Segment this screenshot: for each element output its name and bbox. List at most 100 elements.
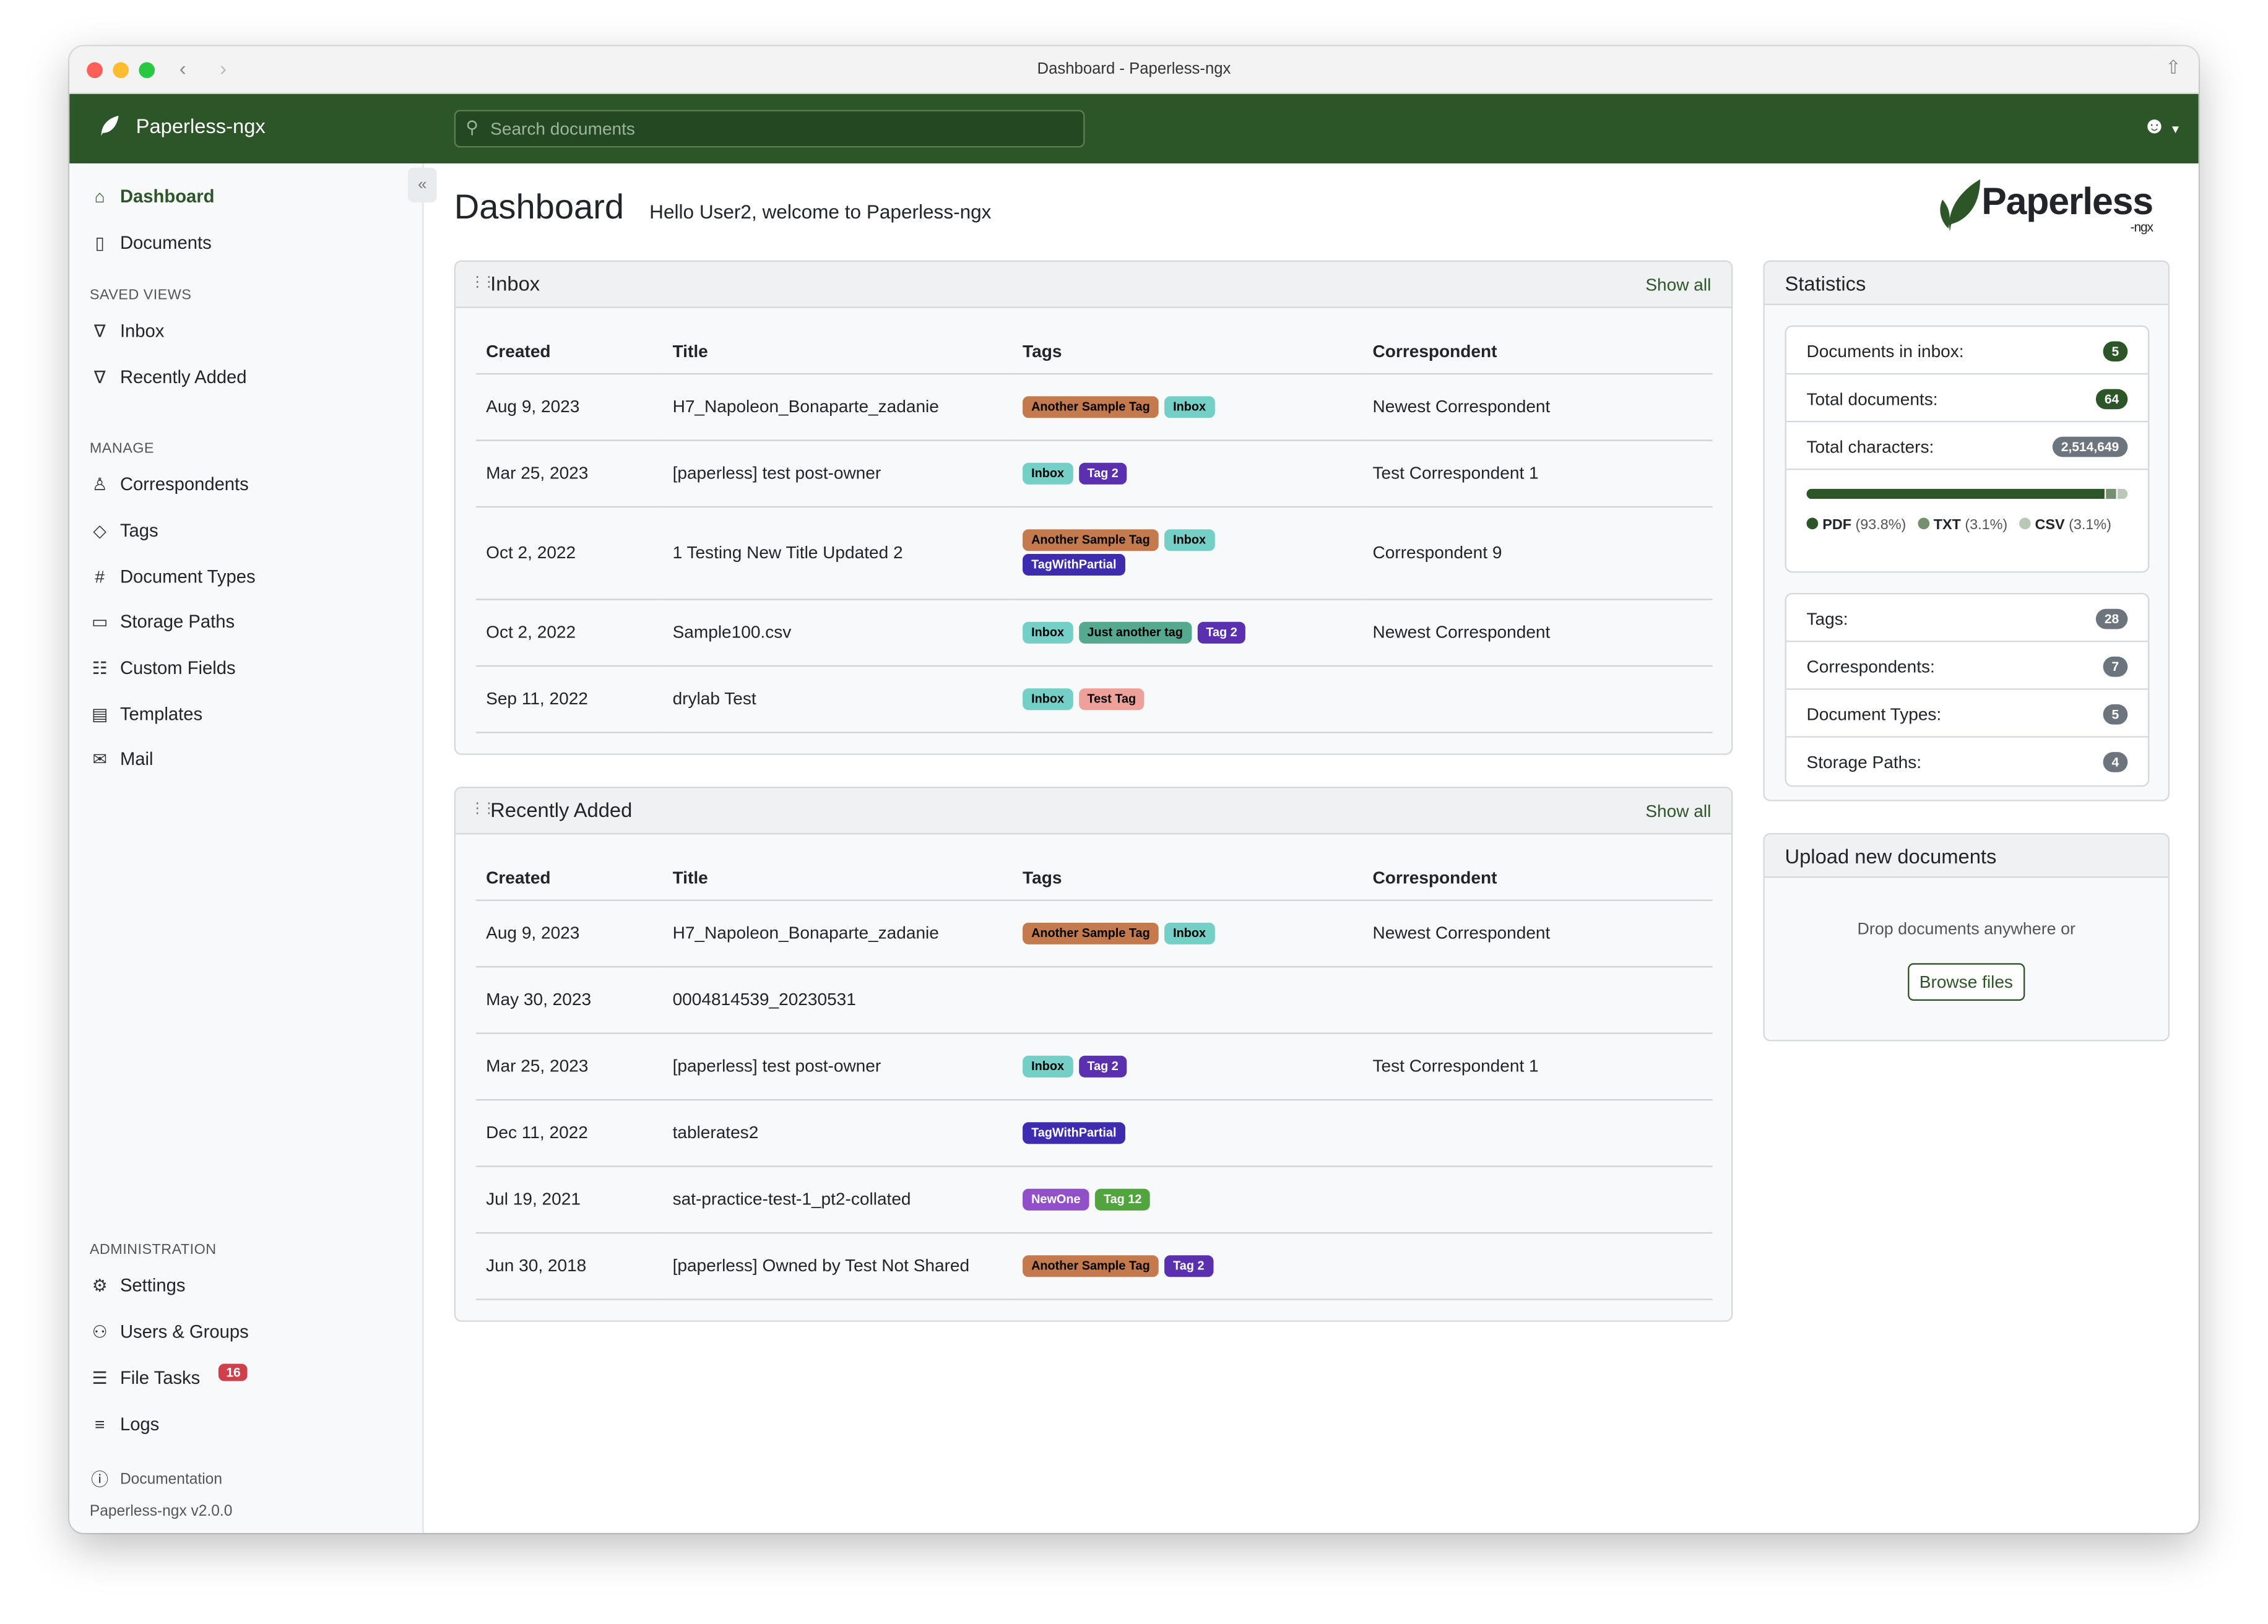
tags-cell: TagWithPartial: [1012, 1099, 1363, 1167]
sidebar-item-mail[interactable]: ✉ Mail: [90, 749, 153, 769]
tag-badge[interactable]: NewOne: [1023, 1188, 1089, 1210]
table-row[interactable]: Sep 11, 2022 drylab Test Inbox Test Tag: [475, 665, 1713, 733]
show-all-link[interactable]: Show all: [1645, 801, 1712, 822]
tag-badge[interactable]: Tag 2: [1164, 1255, 1213, 1277]
tag-badge[interactable]: Test Tag: [1078, 688, 1145, 710]
collapse-sidebar-button[interactable]: «: [407, 168, 437, 203]
table-row[interactable]: Mar 25, 2023 [paperless] test post-owner I…: [475, 1032, 1713, 1100]
tag-badge[interactable]: Inbox: [1164, 922, 1215, 944]
stat-row: Documents in inbox: 5: [1786, 327, 2148, 375]
drag-handle-icon[interactable]: ⋮⋮: [470, 274, 496, 291]
title-cell[interactable]: H7_Napoleon_Bonaparte_zadanie: [662, 373, 1013, 441]
tag-badge[interactable]: Another Sample Tag: [1023, 922, 1159, 944]
sidebar-item-inbox[interactable]: ∇ Inbox: [90, 321, 165, 342]
column-header[interactable]: Correspondent: [1362, 856, 1713, 901]
maximize-window-button[interactable]: [139, 62, 155, 79]
correspondent-cell[interactable]: [1362, 665, 1713, 733]
sidebar-item-recently-added[interactable]: ∇ Recently Added: [90, 368, 247, 388]
correspondent-cell[interactable]: Newest Correspondent: [1362, 598, 1713, 667]
tag-badge[interactable]: Inbox: [1023, 621, 1073, 643]
correspondent-cell[interactable]: [1362, 1099, 1713, 1167]
sidebar-item-documents[interactable]: ▯ Documents: [90, 233, 211, 253]
table-row[interactable]: Dec 11, 2022 tablerates2 TagWithPartial: [475, 1099, 1713, 1167]
column-header[interactable]: Tags: [1012, 856, 1363, 901]
tag-badge[interactable]: Inbox: [1023, 462, 1073, 484]
correspondent-cell[interactable]: Correspondent 9: [1362, 506, 1713, 600]
correspondent-cell[interactable]: Newest Correspondent: [1362, 899, 1713, 967]
back-arrow-icon[interactable]: ‹: [179, 56, 186, 80]
sidebar-item-dashboard[interactable]: ⌂ Dashboard: [90, 186, 215, 207]
title-cell[interactable]: drylab Test: [662, 665, 1013, 733]
tag-badge[interactable]: Inbox: [1164, 529, 1215, 551]
table-row[interactable]: Jul 19, 2021 sat-practice-test-1_pt2-coll…: [475, 1165, 1713, 1233]
close-window-button[interactable]: [87, 62, 103, 79]
sidebar-item-settings[interactable]: ⚙ Settings: [90, 1276, 186, 1296]
tag-badge[interactable]: Just another tag: [1078, 621, 1192, 643]
sidebar-item-users-groups[interactable]: ⚇ Users & Groups: [90, 1322, 249, 1342]
sidebar-item-tags[interactable]: ◇ Tags: [90, 520, 158, 541]
stat-row[interactable]: Tags: 28: [1786, 594, 2148, 642]
tag-badge[interactable]: Inbox: [1023, 688, 1073, 710]
table-row[interactable]: Oct 2, 2022 1 Testing New Title Updated 2…: [475, 506, 1713, 600]
tag-badge[interactable]: TagWithPartial: [1023, 1121, 1125, 1144]
tag-badge[interactable]: Another Sample Tag: [1023, 529, 1159, 551]
tag-badge[interactable]: Tag 2: [1197, 621, 1246, 643]
title-cell[interactable]: sat-practice-test-1_pt2-collated: [662, 1165, 1013, 1233]
forward-arrow-icon[interactable]: ›: [220, 56, 227, 80]
tag-badge[interactable]: Tag 12: [1094, 1188, 1151, 1210]
table-row[interactable]: Mar 25, 2023 [paperless] test post-owner I…: [475, 439, 1713, 508]
correspondent-cell[interactable]: Test Correspondent 1: [1362, 1032, 1713, 1100]
browse-files-button[interactable]: Browse files: [1908, 963, 2025, 1001]
title-cell[interactable]: [paperless] test post-owner: [662, 1032, 1013, 1100]
sidebar-item-custom-fields[interactable]: ☷ Custom Fields: [90, 658, 236, 678]
tag-badge[interactable]: Another Sample Tag: [1023, 1255, 1159, 1277]
table-row[interactable]: Aug 9, 2023 H7_Napoleon_Bonaparte_zadanie…: [475, 899, 1713, 967]
search-input[interactable]: ⚲ Search documents: [454, 110, 1085, 148]
stat-row[interactable]: Correspondents: 7: [1786, 642, 2148, 690]
column-header[interactable]: Created: [475, 856, 663, 901]
correspondent-cell[interactable]: [1362, 965, 1713, 1034]
column-header[interactable]: Title: [662, 329, 1013, 374]
title-cell[interactable]: [paperless] test post-owner: [662, 439, 1013, 508]
title-cell[interactable]: Sample100.csv: [662, 598, 1013, 667]
column-header[interactable]: Tags: [1012, 329, 1363, 374]
sidebar-item-templates[interactable]: ▤ Templates: [90, 704, 202, 725]
stat-row[interactable]: Document Types: 5: [1786, 690, 2148, 738]
tag-badge[interactable]: TagWithPartial: [1023, 553, 1125, 576]
column-header[interactable]: Correspondent: [1362, 329, 1713, 374]
sidebar-item-logs[interactable]: ≡ Logs: [90, 1414, 159, 1435]
title-cell[interactable]: 0004814539_20230531: [662, 965, 1013, 1034]
tag-badge[interactable]: Tag 2: [1078, 462, 1127, 484]
sidebar-item-storage-paths[interactable]: ▭ Storage Paths: [90, 611, 235, 632]
column-header[interactable]: Title: [662, 856, 1013, 901]
tag-badge[interactable]: Tag 2: [1078, 1055, 1127, 1077]
tag-badge[interactable]: Inbox: [1164, 395, 1215, 418]
title-cell[interactable]: tablerates2: [662, 1099, 1013, 1167]
user-menu-button[interactable]: ☻ ▼: [2142, 114, 2181, 140]
correspondent-cell[interactable]: [1362, 1165, 1713, 1233]
title-cell[interactable]: [paperless] Owned by Test Not Shared: [662, 1232, 1013, 1300]
drag-handle-icon[interactable]: ⋮⋮: [470, 801, 496, 818]
table-row[interactable]: Aug 9, 2023 H7_Napoleon_Bonaparte_zadanie…: [475, 373, 1713, 441]
show-all-link[interactable]: Show all: [1645, 274, 1712, 295]
stat-row[interactable]: Storage Paths: 4: [1786, 738, 2148, 785]
share-icon[interactable]: ⇧: [2165, 56, 2181, 79]
minimize-window-button[interactable]: [113, 62, 129, 79]
title-cell[interactable]: H7_Napoleon_Bonaparte_zadanie: [662, 899, 1013, 967]
correspondent-cell[interactable]: Test Correspondent 1: [1362, 439, 1713, 508]
brand[interactable]: Paperless-ngx: [98, 114, 266, 137]
sidebar-item-correspondents[interactable]: ♙ Correspondents: [90, 474, 249, 495]
table-row[interactable]: Oct 2, 2022 Sample100.csv Inbox Just anothe…: [475, 598, 1713, 667]
correspondent-cell[interactable]: [1362, 1232, 1713, 1300]
sidebar-item-document-types[interactable]: # Document Types: [90, 567, 255, 587]
tag-badge[interactable]: Another Sample Tag: [1023, 395, 1159, 418]
tag-badge[interactable]: Inbox: [1023, 1055, 1073, 1077]
title-cell[interactable]: 1 Testing New Title Updated 2: [662, 506, 1013, 600]
table-row[interactable]: May 30, 2023 0004814539_20230531: [475, 965, 1713, 1034]
sidebar-item-file-tasks[interactable]: ☰ File Tasks 16: [90, 1363, 248, 1388]
documentation-link[interactable]: ⓘ Documentation: [90, 1466, 222, 1491]
table-row[interactable]: Jun 30, 2018 [paperless] Owned by Test No…: [475, 1232, 1713, 1300]
column-header[interactable]: Created: [475, 329, 663, 374]
file-type-bar-segment: [1806, 488, 2105, 499]
correspondent-cell[interactable]: Newest Correspondent: [1362, 373, 1713, 441]
